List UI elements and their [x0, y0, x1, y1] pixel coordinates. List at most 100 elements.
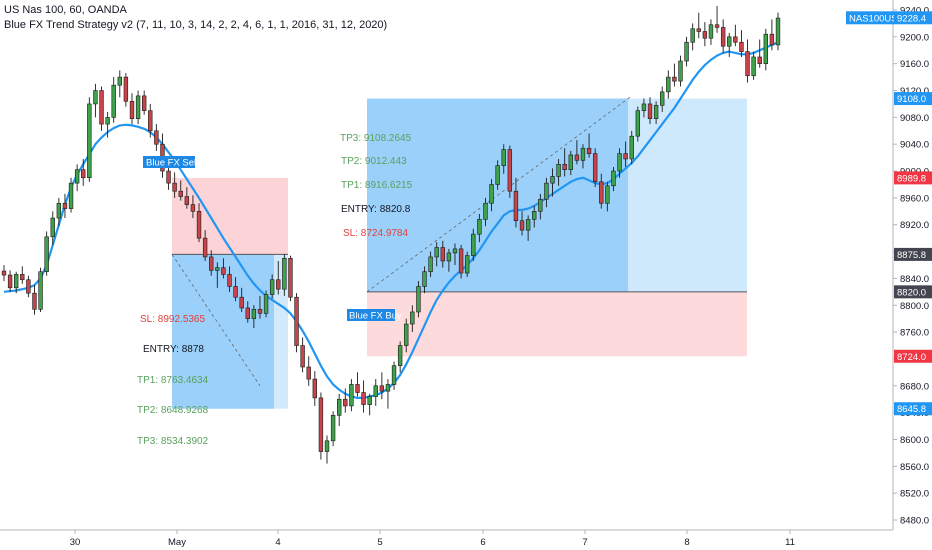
candle [38, 267, 43, 312]
candle [538, 193, 543, 220]
candle-body [544, 182, 549, 200]
candle-body [148, 110, 153, 132]
candle [379, 372, 385, 400]
x-tick-label: 4 [275, 537, 280, 548]
buy-entry-label: ENTRY: 8820.8 [341, 204, 411, 215]
candle-body [580, 147, 586, 161]
candle-body [276, 279, 281, 290]
buy-profit-zone [628, 98, 747, 292]
price-tag: 9108.0 [894, 92, 932, 106]
candle-body [513, 190, 519, 222]
candle-body [714, 24, 720, 28]
candle [330, 411, 336, 447]
candle [532, 205, 537, 228]
candle [592, 148, 598, 188]
candle-body [599, 181, 604, 204]
candle [1, 265, 7, 282]
candle-body [166, 170, 171, 184]
candle [50, 211, 55, 245]
price-tag-bg [894, 247, 932, 261]
candle-body [775, 17, 781, 46]
x-tick-label: May [168, 537, 186, 548]
candle-body [13, 274, 19, 289]
candle-body [757, 56, 762, 64]
candle-body [209, 256, 214, 271]
candle-body [501, 149, 506, 166]
chart-title[interactable]: US Nas 100, 60, OANDA [4, 4, 127, 16]
candle-body [361, 392, 366, 405]
symbol-tag-label: NAS100USD [849, 13, 905, 24]
price-tag-bg [894, 11, 932, 25]
candle-body [178, 190, 183, 197]
candle [263, 290, 269, 318]
candle-body [135, 95, 141, 120]
candle [702, 22, 708, 47]
candle-body [306, 366, 311, 380]
buy-sl-label: SL: 8724.9784 [343, 228, 408, 239]
candle-body [617, 153, 622, 172]
candle-body [288, 257, 293, 298]
candle-body [50, 217, 55, 238]
candle-body [117, 76, 122, 86]
indicator-legend[interactable]: Blue FX Trend Strategy v2 (7, 11, 10, 3,… [4, 19, 388, 31]
candle-body [660, 91, 665, 106]
candle [623, 141, 628, 168]
candle-body [678, 60, 683, 82]
candle-body [81, 169, 86, 179]
candle-body [26, 279, 31, 294]
candle-body [263, 294, 269, 314]
candle [269, 274, 275, 299]
price-tag-bg [894, 171, 932, 185]
candle-body [592, 153, 598, 183]
trade-boxes [171, 96, 747, 409]
candle [525, 215, 531, 241]
candle-body [489, 184, 494, 204]
candle [684, 36, 689, 67]
candle-body [763, 33, 769, 64]
candle-body [337, 398, 342, 416]
buy-tp2-label: TP2: 9012.443 [341, 156, 407, 167]
price-tag: 8820.0 [894, 285, 932, 299]
candle [556, 158, 561, 186]
buy-signal-label: Blue FX Buy [349, 311, 402, 322]
candle-body [452, 248, 458, 254]
candle [129, 93, 135, 125]
candle [519, 211, 525, 236]
y-tick-label: 9040.0 [900, 140, 929, 151]
candle-body [623, 153, 628, 160]
candle [282, 254, 287, 296]
candle-body [556, 164, 561, 177]
candle-body [56, 202, 62, 219]
candle [123, 73, 129, 107]
candle-body [38, 271, 43, 310]
candle [410, 305, 415, 333]
price-tag-bg [894, 402, 932, 416]
price-tag: 8724.0 [894, 349, 932, 363]
candle [605, 181, 610, 212]
buy-signal-bg [347, 309, 395, 321]
candle-body [355, 384, 360, 393]
candle [696, 12, 701, 39]
x-tick-label: 7 [582, 537, 587, 548]
candle-body [629, 135, 634, 160]
price-tag-value: 9108.0 [897, 94, 926, 105]
candle-body [464, 255, 470, 274]
candle [239, 287, 244, 312]
price-tag-value: 9228.4 [897, 13, 926, 24]
candle-body [483, 202, 488, 220]
candle [617, 148, 622, 178]
y-tick-label: 8800.0 [900, 301, 929, 312]
candle [81, 158, 86, 186]
candle [544, 177, 549, 208]
candle-body [647, 103, 653, 120]
candle [312, 371, 318, 406]
trade-annotations: Blue FX Sell Blue FX Buy SL: 8992.5365 ENTR… [137, 133, 413, 447]
x-tick-label: 30 [70, 537, 81, 548]
candle-body [696, 28, 701, 32]
candle-body [745, 51, 750, 77]
price-tag-bg [894, 92, 932, 106]
candle [13, 271, 19, 294]
candle [172, 172, 177, 198]
